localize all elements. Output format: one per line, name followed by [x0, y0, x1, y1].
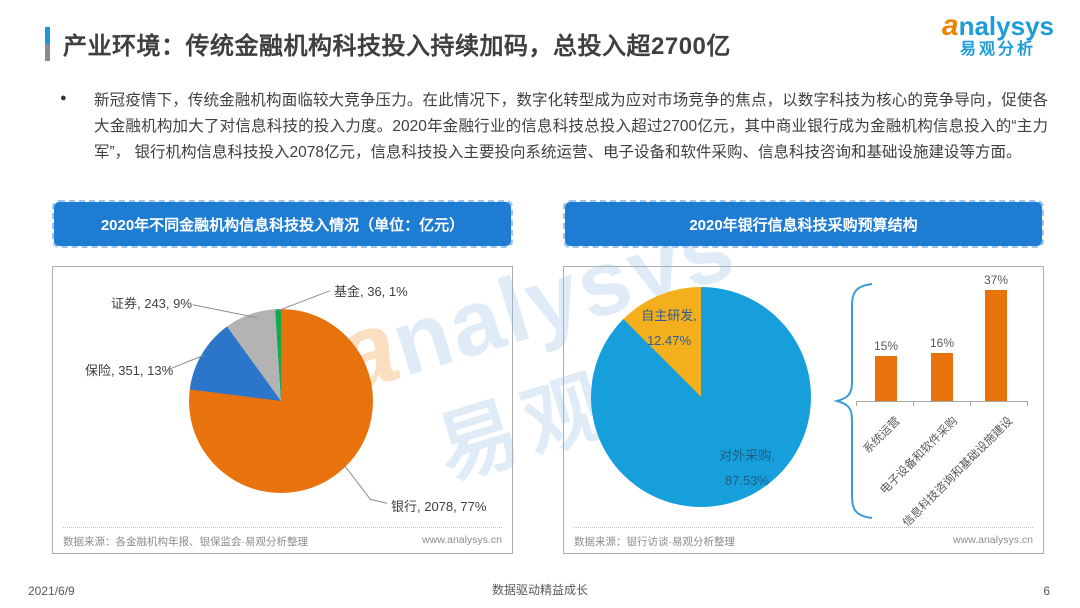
left-chart-title: 2020年不同金融机构信息科技投入情况（单位：亿元）: [100, 216, 465, 234]
procurement-bar: [931, 353, 953, 401]
axis-tick: [856, 402, 857, 406]
bar-value-label: 37%: [983, 273, 1009, 287]
bullet-icon: ●: [60, 92, 67, 104]
procurement-bar-chart: 15% 16% 37%: [856, 267, 1028, 406]
logo-brand: analysys: [942, 10, 1054, 42]
header: 产业环境：传统金融机构科技投入持续加码，总投入超2700亿: [45, 26, 731, 61]
bar-group-hardware-software: 16%: [929, 336, 955, 401]
right-chart-banner: 2020年银行信息科技采购预算结构: [563, 200, 1044, 248]
pie-label-fund: 基金, 36, 1%: [334, 284, 408, 299]
left-site-link[interactable]: www.analysys.cn: [422, 534, 502, 546]
bar-group-consulting-infra: 37%: [983, 273, 1009, 401]
left-panel-source-row: 数据来源：各金融机构年报、银保监会·易观分析整理 www.analysys.cn: [63, 527, 502, 549]
analysys-logo: analysys 易观分析: [942, 10, 1054, 58]
axis-tick: [1027, 402, 1028, 406]
left-chart-banner: 2020年不同金融机构信息科技投入情况（单位：亿元）: [52, 200, 513, 248]
left-source-text: 数据来源：各金融机构年报、银保监会·易观分析整理: [63, 536, 308, 548]
institutions-pie: [189, 309, 373, 493]
bar-value-label: 16%: [929, 336, 955, 350]
axis-tick: [970, 402, 971, 406]
footer-date: 2021/6/9: [28, 584, 75, 598]
logo-subtitle: 易观分析: [959, 40, 1036, 58]
right-chart-title: 2020年银行信息科技采购预算结构: [689, 216, 918, 234]
pie-label-inhouse: 自主研发, 12.47%: [641, 308, 697, 348]
footer-slogan: 数据驱动精益成长: [491, 583, 588, 597]
procurement-bar: [875, 356, 897, 401]
procurement-pie: [591, 287, 811, 507]
bar-group-operations: 15%: [873, 339, 899, 401]
intro-section: ● 新冠疫情下，传统金融机构面临较大竞争压力。在此情况下，数字化转型成为应对市场…: [60, 88, 1048, 166]
pie-label-securities: 证券, 243, 9%: [111, 296, 192, 311]
bar-value-label: 15%: [873, 339, 899, 353]
pie-label-insurance: 保险, 351, 13%: [85, 363, 174, 378]
logo-brand-text: nalysys: [958, 11, 1054, 41]
page-title: 产业环境：传统金融机构科技投入持续加码，总投入超2700亿: [63, 33, 731, 60]
pie-label-outsourced: 对外采购, 87.53%: [719, 448, 775, 488]
right-source-text: 数据来源：银行访谈·易观分析整理: [574, 536, 735, 548]
logo-swirl-icon: a: [941, 9, 959, 42]
left-chart-panel: 基金, 36, 1% 证券, 243, 9% 保险, 351, 13% 银行, …: [52, 266, 513, 554]
right-chart-panel: 自主研发, 12.47% 对外采购, 87.53% 15% 16% 37%: [563, 266, 1044, 554]
bar-category-consulting-infra: 信息科技咨询和基础设施建设: [900, 415, 1015, 530]
right-panel-source-row: 数据来源：银行访谈·易观分析整理 www.analysys.cn: [574, 527, 1033, 549]
footer-page-number: 6: [1043, 584, 1050, 598]
brace-icon: [833, 283, 873, 519]
procurement-bar: [985, 290, 1007, 401]
title-accent-bar: [45, 26, 50, 61]
right-site-link[interactable]: www.analysys.cn: [953, 534, 1033, 546]
pie-label-bank: 银行, 2078, 77%: [391, 499, 487, 514]
axis-tick: [913, 402, 914, 406]
page-footer: 2021/6/9 数据驱动精益成长 6: [0, 581, 1080, 598]
intro-paragraph: 新冠疫情下，传统金融机构面临较大竞争压力。在此情况下，数字化转型成为应对市场竞争…: [94, 92, 1048, 161]
